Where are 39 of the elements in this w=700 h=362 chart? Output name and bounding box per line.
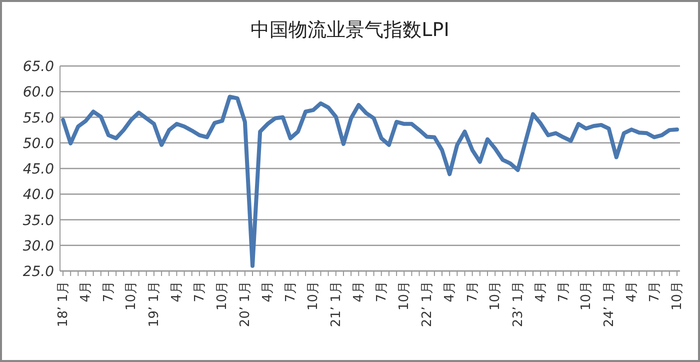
- x-tick-label: 4月: [170, 281, 185, 302]
- x-tick-label: 4月: [534, 281, 549, 302]
- x-tick-label: 10月: [306, 281, 322, 311]
- x-tick-label: 20’ 1月: [238, 281, 253, 328]
- x-tick-label: 19’ 1月: [146, 281, 162, 328]
- x-tick-label: 4月: [260, 281, 276, 302]
- x-tick-label: 7月: [192, 281, 208, 302]
- x-tick-label: 10月: [670, 281, 685, 311]
- y-tick-label: 50.0: [22, 136, 54, 152]
- y-tick-label: 25.0: [22, 264, 54, 280]
- x-tick-label: 7月: [101, 281, 116, 302]
- x-tick-label: 4月: [442, 281, 458, 302]
- x-tick-label: 21’ 1月: [328, 281, 344, 328]
- y-tick-label: 65.0: [22, 59, 54, 75]
- y-tick-label: 30.0: [22, 238, 54, 254]
- x-tick-label: 7月: [374, 281, 390, 302]
- x-tick-label: 18’ 1月: [56, 281, 71, 328]
- x-tick-label: 10月: [124, 281, 140, 311]
- x-tick-label: 4月: [78, 281, 94, 302]
- x-tick-label: 4月: [624, 281, 640, 302]
- x-tick-label: 4月: [352, 281, 367, 302]
- x-tick-label: 10月: [488, 281, 504, 311]
- y-tick-label: 55.0: [22, 110, 54, 126]
- x-tick-label: 23’ 1月: [510, 281, 526, 328]
- x-tick-label: 7月: [465, 281, 480, 302]
- x-tick-label: 7月: [556, 281, 572, 302]
- x-tick-label: 10月: [397, 281, 412, 311]
- x-tick-label: 10月: [579, 281, 594, 311]
- x-tick-label: 10月: [215, 281, 230, 311]
- y-tick-label: 60.0: [22, 84, 54, 101]
- chart-title: 中国物流业景气指数LPI: [250, 19, 450, 41]
- x-tick-label: 7月: [283, 281, 298, 302]
- x-tick-label: 7月: [647, 281, 662, 302]
- y-tick-label: 35.0: [22, 212, 54, 229]
- y-tick-label: 45.0: [22, 162, 54, 178]
- y-tick-label: 40.0: [22, 187, 54, 204]
- line-series: [61, 94, 679, 268]
- x-tick-label: 24’ 1月: [602, 281, 617, 328]
- x-tick-label: 22’ 1月: [420, 281, 435, 328]
